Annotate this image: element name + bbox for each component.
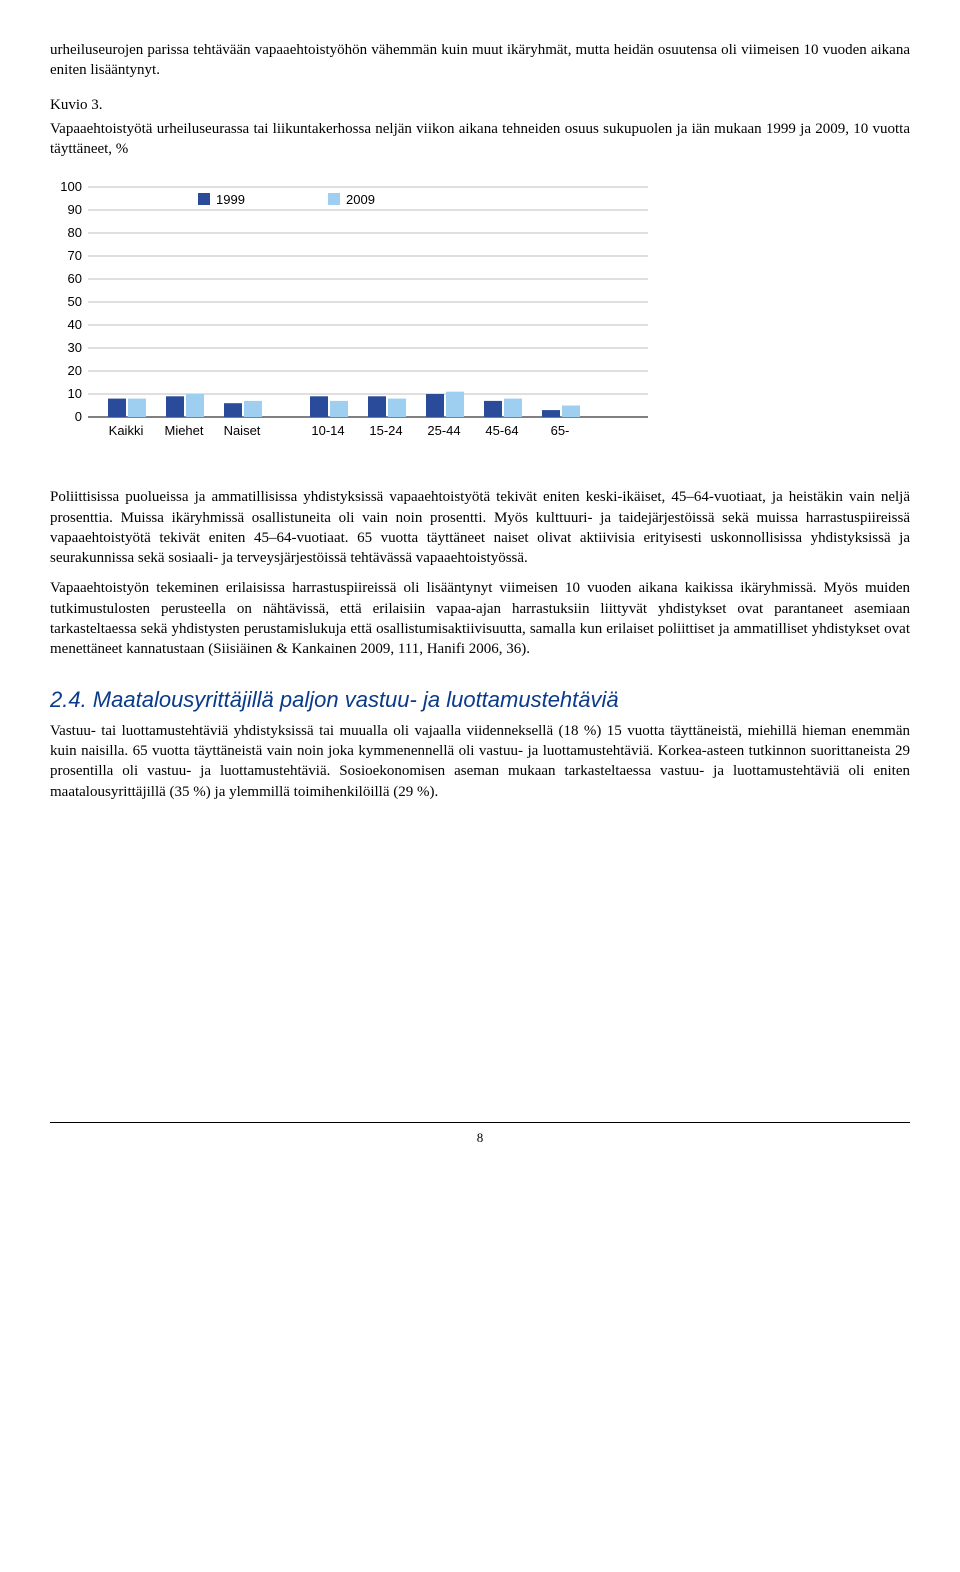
svg-text:Naiset: Naiset — [224, 423, 261, 438]
page-number: 8 — [477, 1130, 484, 1145]
svg-text:1999: 1999 — [216, 192, 245, 207]
page-footer: 8 — [50, 1122, 910, 1147]
intro-paragraph: urheiluseurojen parissa tehtävään vapaae… — [50, 40, 910, 81]
svg-text:Miehet: Miehet — [164, 423, 203, 438]
svg-text:80: 80 — [68, 225, 82, 240]
svg-text:40: 40 — [68, 317, 82, 332]
svg-text:0: 0 — [75, 409, 82, 424]
svg-text:15-24: 15-24 — [369, 423, 402, 438]
bar-chart: 0 10 20 30 40 50 60 70 80 90 100 1999 2009 Kaikki Mieh… — [50, 177, 660, 447]
svg-text:90: 90 — [68, 202, 82, 217]
svg-text:10-14: 10-14 — [311, 423, 344, 438]
figure-label-row: Kuvio 3. — [50, 95, 910, 115]
svg-text:50: 50 — [68, 294, 82, 309]
svg-text:60: 60 — [68, 271, 82, 286]
chart-container: 0 10 20 30 40 50 60 70 80 90 100 1999 2009 Kaikki Mieh… — [50, 177, 910, 447]
svg-text:2009: 2009 — [346, 192, 375, 207]
svg-text:Kaikki: Kaikki — [109, 423, 144, 438]
body-paragraph: Vapaaehtoistyön tekeminen erilaisissa ha… — [50, 578, 910, 659]
svg-text:45-64: 45-64 — [485, 423, 518, 438]
section-heading: 2.4. Maatalousyrittäjillä paljon vastuu-… — [50, 685, 910, 715]
svg-text:30: 30 — [68, 340, 82, 355]
svg-text:20: 20 — [68, 363, 82, 378]
svg-text:25-44: 25-44 — [427, 423, 460, 438]
body-paragraph: Vastuu- tai luottamustehtäviä yhdistyksi… — [50, 721, 910, 802]
svg-text:100: 100 — [60, 179, 82, 194]
body-paragraph: Poliittisissa puolueissa ja ammatillisis… — [50, 487, 910, 568]
figure-caption: Vapaaehtoistyötä urheiluseurassa tai lii… — [50, 119, 910, 160]
svg-text:65-: 65- — [551, 423, 570, 438]
figure-number: Kuvio 3. — [50, 97, 103, 113]
svg-text:10: 10 — [68, 386, 82, 401]
svg-text:70: 70 — [68, 248, 82, 263]
